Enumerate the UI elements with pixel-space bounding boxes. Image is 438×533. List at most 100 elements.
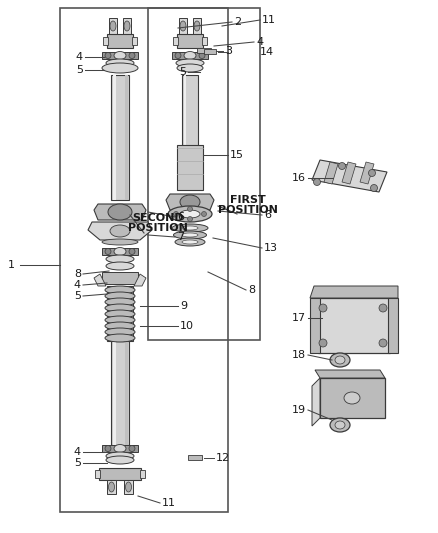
- Text: 16: 16: [292, 173, 306, 183]
- Ellipse shape: [339, 163, 346, 169]
- Polygon shape: [312, 160, 387, 192]
- Ellipse shape: [184, 52, 196, 60]
- Polygon shape: [94, 204, 146, 220]
- Text: FIRST: FIRST: [230, 195, 266, 205]
- Ellipse shape: [108, 204, 132, 220]
- Bar: [111, 341, 129, 445]
- Bar: [132, 37, 137, 45]
- Bar: [177, 145, 203, 190]
- Bar: [310, 298, 320, 353]
- Text: 6: 6: [177, 212, 184, 222]
- Bar: [99, 468, 141, 480]
- Ellipse shape: [180, 21, 186, 31]
- Bar: [102, 52, 138, 59]
- Text: 14: 14: [260, 47, 274, 57]
- Bar: [113, 75, 116, 200]
- Polygon shape: [94, 274, 106, 286]
- Ellipse shape: [106, 262, 134, 270]
- Bar: [103, 37, 108, 45]
- Ellipse shape: [330, 418, 350, 432]
- Ellipse shape: [105, 310, 135, 318]
- Bar: [193, 18, 201, 34]
- Text: POSITION: POSITION: [218, 205, 278, 215]
- Polygon shape: [315, 370, 385, 378]
- Ellipse shape: [102, 239, 138, 245]
- Ellipse shape: [105, 52, 111, 59]
- Ellipse shape: [124, 21, 130, 31]
- Ellipse shape: [199, 52, 205, 59]
- Ellipse shape: [182, 226, 198, 230]
- Ellipse shape: [105, 328, 135, 336]
- Bar: [177, 34, 203, 48]
- Ellipse shape: [175, 52, 181, 59]
- Ellipse shape: [105, 292, 135, 300]
- Text: 12: 12: [216, 453, 230, 463]
- Bar: [107, 286, 133, 341]
- Bar: [140, 470, 145, 478]
- Ellipse shape: [173, 231, 206, 239]
- Ellipse shape: [114, 445, 126, 453]
- Ellipse shape: [330, 353, 350, 367]
- Ellipse shape: [182, 233, 198, 237]
- Ellipse shape: [129, 248, 135, 254]
- Ellipse shape: [335, 421, 345, 429]
- Text: 9: 9: [180, 301, 187, 311]
- Text: 11: 11: [262, 15, 276, 25]
- Ellipse shape: [335, 356, 345, 364]
- Ellipse shape: [176, 59, 204, 67]
- Ellipse shape: [105, 316, 135, 324]
- Ellipse shape: [175, 238, 205, 246]
- Ellipse shape: [379, 339, 387, 347]
- Bar: [102, 248, 138, 255]
- Text: 4: 4: [256, 37, 263, 47]
- Ellipse shape: [105, 298, 135, 306]
- Polygon shape: [342, 162, 356, 184]
- Ellipse shape: [105, 322, 135, 330]
- Text: 4: 4: [76, 52, 83, 62]
- Text: 17: 17: [292, 313, 306, 323]
- Ellipse shape: [106, 59, 134, 67]
- Bar: [113, 341, 116, 445]
- Ellipse shape: [319, 339, 327, 347]
- Text: 4: 4: [74, 280, 81, 290]
- Text: 5: 5: [76, 65, 83, 75]
- Polygon shape: [134, 274, 146, 286]
- Ellipse shape: [105, 286, 135, 294]
- Text: 13: 13: [264, 243, 278, 253]
- Text: 18: 18: [292, 350, 306, 360]
- Ellipse shape: [129, 446, 135, 451]
- Ellipse shape: [105, 304, 135, 312]
- Ellipse shape: [106, 456, 134, 464]
- Ellipse shape: [319, 304, 327, 312]
- Ellipse shape: [105, 248, 111, 254]
- Text: 5: 5: [179, 67, 186, 77]
- Polygon shape: [360, 162, 374, 184]
- Polygon shape: [312, 378, 320, 426]
- Ellipse shape: [368, 169, 375, 176]
- Ellipse shape: [114, 52, 126, 60]
- Ellipse shape: [109, 482, 114, 492]
- Text: POSITION: POSITION: [128, 223, 188, 233]
- Text: 4: 4: [74, 447, 81, 457]
- Polygon shape: [88, 222, 152, 240]
- Bar: [125, 75, 128, 200]
- Bar: [204, 49, 216, 54]
- Bar: [202, 37, 207, 45]
- Bar: [182, 75, 198, 170]
- Ellipse shape: [180, 210, 200, 218]
- Ellipse shape: [182, 240, 198, 244]
- Ellipse shape: [129, 52, 135, 59]
- Ellipse shape: [106, 255, 134, 263]
- Bar: [148, 8, 260, 340]
- Ellipse shape: [187, 206, 192, 212]
- Polygon shape: [166, 194, 214, 210]
- Bar: [197, 48, 211, 53]
- Ellipse shape: [177, 64, 203, 72]
- Ellipse shape: [379, 304, 387, 312]
- Ellipse shape: [201, 212, 206, 216]
- Bar: [124, 480, 133, 494]
- Ellipse shape: [180, 195, 200, 209]
- Ellipse shape: [173, 212, 179, 216]
- Text: 5: 5: [74, 458, 81, 468]
- Ellipse shape: [187, 216, 192, 222]
